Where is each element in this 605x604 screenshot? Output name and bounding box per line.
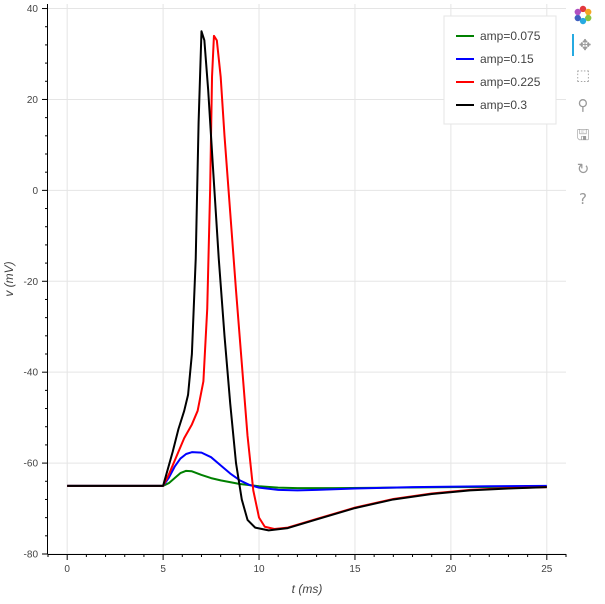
x-tick-label: 10 (253, 564, 265, 575)
x-tick-label: 0 (64, 564, 70, 575)
x-tick-label: 25 (541, 564, 553, 575)
series-lines (67, 30, 547, 532)
y-tick-label: -20 (24, 277, 39, 288)
legend-label-3: amp=0.3 (480, 98, 527, 112)
y-tick-label: -40 (24, 368, 39, 379)
legend-label-1: amp=0.15 (480, 52, 534, 66)
y-axis-label: v (mV) (2, 261, 16, 296)
reset-tool-icon[interactable]: ↻ (576, 160, 590, 178)
series-line-1 (67, 451, 547, 492)
y-tick-label: 40 (27, 4, 39, 15)
x-tick-label: 5 (160, 564, 166, 575)
y-tick-label: -60 (24, 459, 39, 470)
wheel-zoom-tool-icon[interactable]: ⚲ (577, 96, 589, 114)
legend-label-2: amp=0.225 (480, 75, 541, 89)
axes: 0 5 10 15 20 25 -80 -60 -40 -20 0 20 40 (24, 4, 567, 575)
toolbar: ✥ ⬚ ⚲ 🖫 ↻ ? (566, 0, 600, 230)
y-tick-label: 20 (27, 95, 39, 106)
help-tool-icon[interactable]: ? (579, 190, 587, 208)
pan-tool-icon[interactable]: ✥ (572, 34, 596, 56)
legend-label-0: amp=0.075 (480, 29, 541, 43)
bokeh-logo-icon[interactable] (573, 5, 593, 25)
legend: amp=0.075 amp=0.15 amp=0.225 amp=0.3 (443, 15, 557, 125)
x-tick-label: 15 (349, 564, 361, 575)
y-tick-label: -80 (24, 550, 39, 561)
y-tick-label: 0 (32, 186, 38, 197)
save-tool-icon[interactable]: 🖫 (576, 125, 590, 144)
x-axis-label: t (ms) (292, 582, 323, 596)
box-zoom-tool-icon[interactable]: ⬚ (575, 66, 591, 84)
series-line-3 (67, 30, 547, 532)
x-tick-label: 20 (445, 564, 457, 575)
